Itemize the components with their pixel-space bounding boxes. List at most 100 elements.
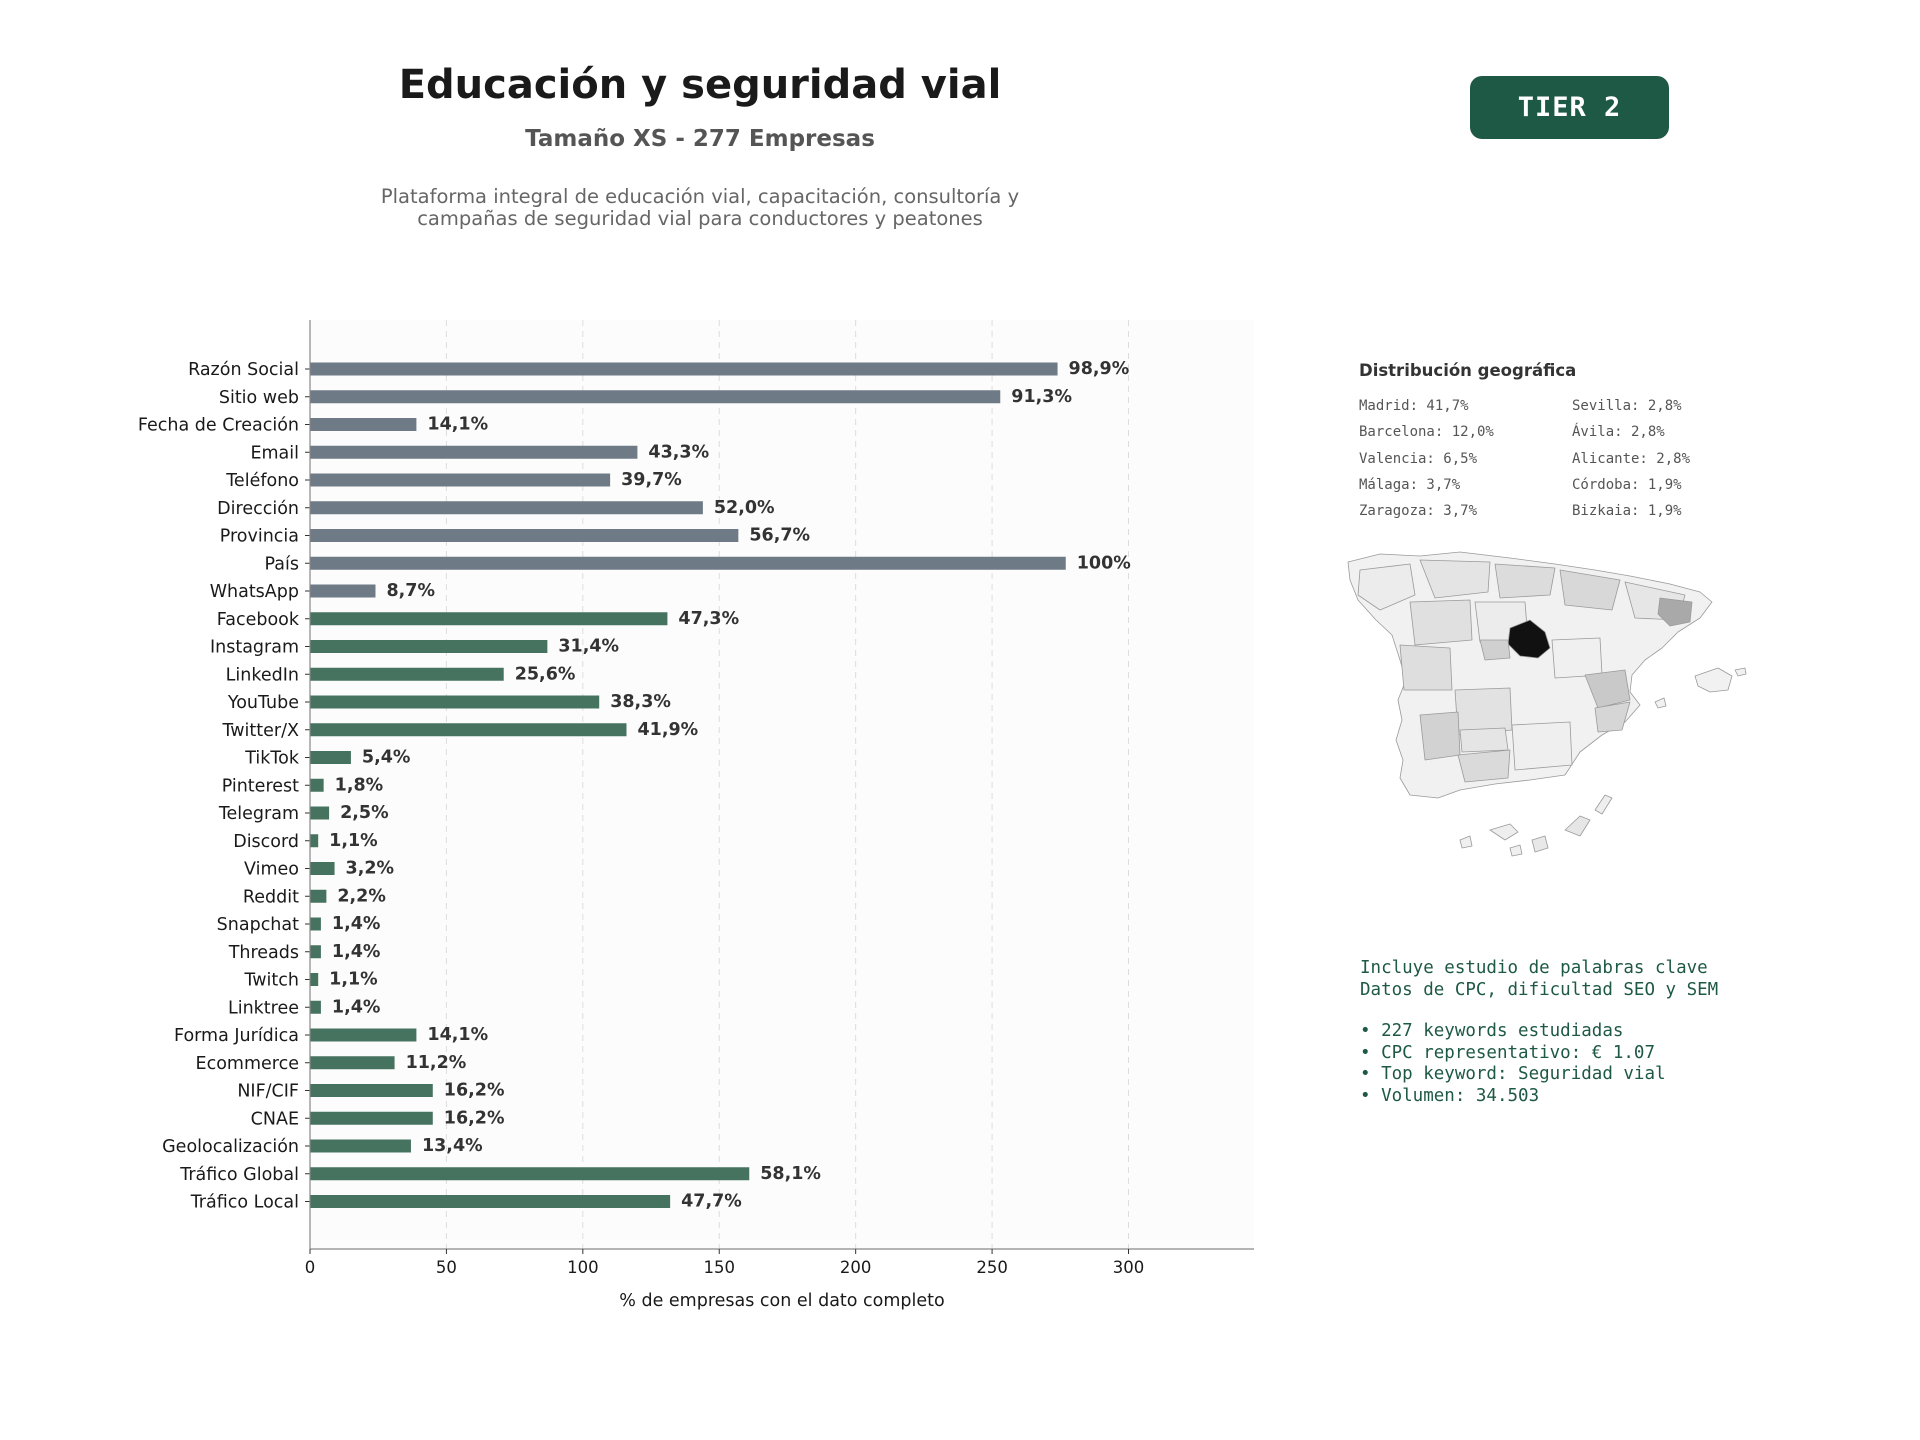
- x-tick-label: 0: [305, 1258, 316, 1277]
- data-label: 1,4%: [332, 997, 381, 1017]
- x-tick-label: 300: [1113, 1258, 1145, 1277]
- page-description: Plataforma integral de educación vial, c…: [300, 186, 1100, 230]
- data-label: 25,6%: [515, 664, 576, 684]
- bar: [310, 778, 324, 792]
- map-region-avila: [1479, 639, 1511, 661]
- data-label: 13,4%: [422, 1136, 483, 1156]
- bar: [310, 862, 335, 875]
- info-bullet: • CPC representativo: € 1.07: [1360, 1042, 1656, 1063]
- data-label: 58,1%: [760, 1164, 821, 1184]
- data-label: 31,4%: [558, 637, 619, 657]
- map-region: [1419, 559, 1491, 599]
- data-label: 1,8%: [335, 775, 384, 795]
- bar: [310, 1056, 395, 1070]
- bar: [310, 1028, 417, 1042]
- y-tick-label: Tráfico Global: [179, 1165, 299, 1185]
- bar: [310, 667, 504, 681]
- bar: [310, 1195, 671, 1208]
- bar: [310, 418, 417, 431]
- y-tick-label: Discord: [233, 832, 299, 852]
- info-bullet: • Top keyword: Seguridad vial: [1360, 1064, 1666, 1084]
- geo-item: Madrid: 41,7%: [1359, 398, 1469, 414]
- map-region: [1409, 599, 1473, 646]
- y-tick-label: Linktree: [228, 998, 299, 1018]
- geo-item: Sevilla: 2,8%: [1572, 398, 1682, 414]
- geo-item: Barcelona: 12,0%: [1359, 424, 1494, 441]
- bar: [310, 612, 668, 626]
- y-tick-label: YouTube: [227, 693, 299, 713]
- description-line-1: Plataforma integral de educación vial, c…: [380, 185, 1020, 208]
- y-tick-label: Sitio web: [219, 388, 299, 408]
- y-tick-label: Twitch: [243, 971, 299, 991]
- page-subtitle: Tamaño XS - 277 Empresas: [525, 126, 875, 152]
- data-label: 14,1%: [427, 415, 488, 435]
- bar: [310, 945, 321, 959]
- data-label: 16,2%: [444, 1081, 505, 1101]
- geo-item: Alicante: 2,8%: [1572, 450, 1691, 467]
- y-tick-label: Facebook: [217, 610, 300, 630]
- map-region-madrid: [1507, 619, 1551, 659]
- x-tick-label: 100: [567, 1258, 599, 1277]
- bar: [310, 806, 330, 820]
- bar: [310, 501, 703, 515]
- bar: [310, 529, 739, 542]
- geo-item: Zaragoza: 3,7%: [1359, 503, 1478, 520]
- map-region: [1357, 563, 1416, 611]
- bar: [310, 473, 611, 487]
- y-tick-label: Fecha de Creación: [138, 416, 299, 436]
- data-label: 14,1%: [427, 1025, 488, 1045]
- data-label: 16,2%: [444, 1108, 505, 1128]
- y-tick-label: CNAE: [251, 1109, 299, 1129]
- data-label: 47,7%: [681, 1192, 742, 1212]
- info-bullet: • Volumen: 34.503: [1360, 1085, 1540, 1106]
- data-label: 41,9%: [637, 720, 698, 740]
- map-region-sevilla: [1419, 711, 1461, 761]
- y-tick-label: Razón Social: [188, 360, 299, 380]
- x-tick-label: 200: [840, 1258, 872, 1277]
- map-canary: [1459, 835, 1473, 849]
- bar: [310, 1000, 321, 1014]
- page-title: Educación y seguridad vial: [398, 62, 1002, 108]
- y-tick-label: Snapchat: [217, 915, 299, 935]
- bar: [310, 973, 319, 986]
- geo-item: Bizkaia: 1,9%: [1572, 503, 1682, 520]
- map-canary: [1564, 815, 1591, 837]
- bar: [310, 834, 319, 848]
- bar: [310, 751, 351, 764]
- y-tick-label: Ecommerce: [196, 1054, 299, 1074]
- data-label: 1,1%: [329, 970, 378, 990]
- bar: [310, 917, 321, 931]
- geo-distribution-list: Madrid: 41,7% Barcelona: 12,0% Valencia:…: [1359, 398, 1799, 529]
- info-line: Datos de CPC, dificultad SEO y SEM: [1360, 979, 1719, 1000]
- map-canary: [1594, 794, 1613, 815]
- data-label: 100%: [1077, 553, 1131, 573]
- data-label: 2,5%: [340, 803, 389, 823]
- bar: [310, 723, 627, 737]
- y-tick-label: Vimeo: [244, 860, 299, 880]
- bar: [310, 1111, 433, 1125]
- map-region-alicante: [1594, 701, 1631, 733]
- x-tick-label: 150: [703, 1258, 735, 1277]
- map-region: [1559, 569, 1621, 611]
- x-tick-label: 50: [436, 1258, 457, 1277]
- map-region: [1511, 721, 1573, 771]
- data-label: 3,2%: [346, 859, 395, 879]
- data-label: 52,0%: [714, 498, 775, 518]
- map-balearic: [1734, 667, 1747, 677]
- y-tick-label: Teléfono: [225, 471, 299, 491]
- bar: [310, 1084, 433, 1097]
- data-label: 39,7%: [621, 470, 682, 490]
- data-label: 8,7%: [386, 581, 435, 601]
- bar: [310, 556, 1066, 570]
- map-canary: [1531, 835, 1549, 853]
- geo-distribution-title: Distribución geográfica: [1359, 361, 1577, 380]
- map-region: [1494, 563, 1556, 599]
- y-tick-label: NIF/CIF: [237, 1082, 299, 1102]
- data-label: 11,2%: [406, 1053, 467, 1073]
- info-line: Incluye estudio de palabras clave: [1360, 958, 1708, 978]
- info-bullet: • 227 keywords estudiadas: [1360, 1021, 1624, 1041]
- y-tick-label: Instagram: [210, 638, 299, 658]
- data-label: 2,2%: [337, 886, 386, 906]
- bar: [310, 1167, 750, 1181]
- y-tick-label: LinkedIn: [226, 665, 299, 685]
